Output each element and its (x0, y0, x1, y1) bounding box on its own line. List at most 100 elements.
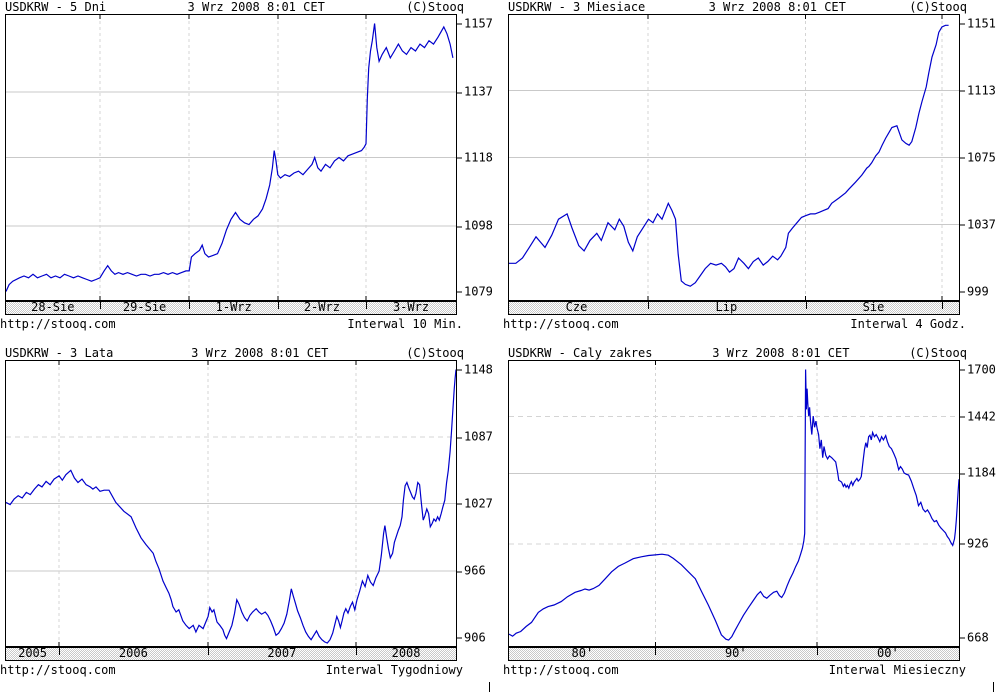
y-axis-tick-label: 1442 (960, 410, 996, 423)
x-axis-tick-label: 2007 (267, 646, 297, 660)
x-axis-band: Cze Lip Sie (508, 301, 960, 315)
x-axis-tick-label: 28-Sie (31, 300, 75, 314)
x-axis-tick-label: 2005 (18, 646, 47, 660)
price-line (6, 23, 454, 292)
chart-timestamp: 3 Wrz 2008 8:01 CET (187, 0, 325, 14)
x-axis-boundary-tick (356, 648, 358, 655)
chart-header: USDKRW - 5 Dni 3 Wrz 2008 8:01 CET (C)St… (5, 0, 464, 14)
chart-footer: http://stooq.com Interwal 4 Godz. (503, 318, 966, 331)
chart-panel-caly-zakres: USDKRW - Caly zakres 3 Wrz 2008 8:01 CET… (503, 346, 1007, 692)
x-axis-boundary-tick (816, 648, 818, 655)
y-axis-tick-label: 1700 (960, 363, 996, 376)
chart-copyright: (C)Stooq (909, 0, 967, 14)
price-line (6, 369, 456, 644)
chart-panel-5dni: USDKRW - 5 Dni 3 Wrz 2008 8:01 CET (C)St… (0, 0, 503, 346)
y-axis-tick-label: 1079 (457, 285, 493, 298)
y-axis-tick-label: 1087 (457, 430, 493, 444)
chart-header: USDKRW - Caly zakres 3 Wrz 2008 8:01 CET… (508, 346, 967, 360)
x-axis-boundary-tick (648, 302, 650, 309)
chart-copyright: (C)Stooq (406, 346, 464, 360)
chart-copyright: (C)Stooq (406, 0, 464, 14)
x-axis-boundary-tick (655, 648, 657, 655)
x-axis-boundary-tick (59, 648, 61, 655)
chart-header: USDKRW - 3 Miesiace 3 Wrz 2008 8:01 CET … (508, 0, 967, 14)
chart-header: USDKRW - 3 Lata 3 Wrz 2008 8:01 CET (C)S… (5, 346, 464, 360)
x-axis-tick-label: Cze (565, 300, 588, 314)
y-axis-tick-label: 926 (960, 537, 989, 550)
y-axis-tick-label: 1113 (960, 84, 996, 97)
y-axis-tick-label: 966 (457, 564, 486, 578)
x-axis-tick-label: 90' (724, 646, 747, 660)
chart-footer: http://stooq.com Interwal Tygodniowy (0, 664, 463, 677)
y-axis-labels: 1148 1087 1027 966 906 (457, 360, 503, 647)
chart-canvas (6, 361, 456, 646)
y-axis-labels: 1151 1113 1075 1037 999 (960, 14, 1007, 301)
x-axis-tick-label: 80' (571, 646, 594, 660)
chart-copyright: (C)Stooq (909, 346, 967, 360)
y-axis-tick-label: 1184 (960, 466, 996, 480)
source-url: http://stooq.com (503, 663, 619, 677)
y-axis-tick-label: 1098 (457, 219, 493, 233)
x-axis-boundary-tick (100, 302, 102, 309)
y-axis-labels: 1157 1137 1118 1098 1079 (457, 14, 503, 301)
source-url: http://stooq.com (503, 317, 619, 331)
chart-canvas (509, 361, 959, 646)
interval-label: Interwal Miesieczny (828, 663, 966, 677)
chart-title: USDKRW - Caly zakres (508, 346, 653, 360)
chart-timestamp: 3 Wrz 2008 8:01 CET (708, 0, 846, 14)
source-url: http://stooq.com (0, 663, 116, 677)
x-axis-tick-label: 2008 (391, 646, 421, 660)
x-axis-band: 80' 90' 00' (508, 647, 960, 661)
x-axis-boundary-tick (189, 302, 191, 309)
y-axis-tick-label: 1075 (960, 151, 996, 164)
x-axis-tick-label: 3-Wrz (392, 300, 430, 314)
x-axis-tick-label: 2-Wrz (303, 300, 340, 314)
plot-area-caly-zakres[interactable] (508, 360, 960, 647)
x-axis-band: 2005 2006 2007 2008 (5, 647, 457, 661)
next-row-edge-left (489, 682, 490, 692)
chart-title: USDKRW - 5 Dni (5, 0, 107, 14)
y-axis-tick-label: 1118 (457, 151, 493, 164)
x-axis-tick-label: 1-Wrz (215, 300, 252, 314)
x-axis-tick-label: Lip (715, 300, 738, 314)
chart-title: USDKRW - 3 Miesiace (508, 0, 646, 14)
chart-title: USDKRW - 3 Lata (5, 346, 114, 360)
chart-timestamp: 3 Wrz 2008 8:01 CET (191, 346, 329, 360)
y-axis-tick-label: 906 (457, 631, 486, 644)
chart-timestamp: 3 Wrz 2008 8:01 CET (712, 346, 850, 360)
x-axis-tick-label: 2006 (118, 646, 148, 660)
y-axis-tick-label: 1148 (457, 363, 493, 376)
chart-panel-3miesiace: USDKRW - 3 Miesiace 3 Wrz 2008 8:01 CET … (503, 0, 1007, 346)
interval-label: Interwal 10 Min. (347, 317, 463, 331)
chart-canvas (509, 15, 959, 300)
y-axis-tick-label: 668 (960, 631, 989, 644)
plot-area-3lata[interactable] (5, 360, 457, 647)
x-axis-boundary-tick (805, 302, 807, 309)
chart-footer: http://stooq.com Interwal 10 Min. (0, 318, 463, 331)
plot-area-5dni[interactable] (5, 14, 457, 301)
chart-footer: http://stooq.com Interwal Miesieczny (503, 664, 966, 677)
y-axis-tick-label: 1151 (960, 17, 996, 30)
x-axis-boundary-tick (208, 648, 210, 655)
y-axis-tick-label: 1157 (457, 17, 493, 30)
chart-canvas (6, 15, 456, 300)
x-axis-boundary-tick (277, 302, 279, 309)
y-axis-tick-label: 1027 (457, 497, 493, 510)
x-axis-boundary-tick (366, 302, 367, 309)
y-axis-tick-label: 999 (960, 285, 989, 298)
y-axis-labels: 1700 1442 1184 926 668 (960, 360, 1007, 647)
x-axis-band: 28-Sie 29-Sie 1-Wrz 2-Wrz 3-Wrz (5, 301, 457, 315)
x-axis-boundary-tick (941, 302, 943, 309)
y-axis-tick-label: 1037 (960, 218, 996, 231)
price-line (509, 24, 949, 287)
x-axis-tick-label: 00' (877, 646, 899, 660)
price-line (509, 369, 959, 641)
interval-label: Interwal Tygodniowy (325, 663, 463, 677)
source-url: http://stooq.com (0, 317, 116, 331)
y-axis-tick-label: 1137 (457, 85, 493, 99)
x-axis-tick-label: Sie (862, 300, 885, 314)
plot-area-3miesiace[interactable] (508, 14, 960, 301)
x-axis-tick-label: 29-Sie (122, 300, 167, 314)
interval-label: Interwal 4 Godz. (850, 317, 966, 331)
